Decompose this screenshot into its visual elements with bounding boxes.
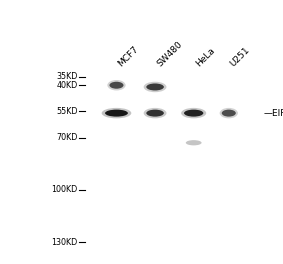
Text: 130KD: 130KD xyxy=(52,238,78,247)
Ellipse shape xyxy=(181,108,206,118)
Ellipse shape xyxy=(146,83,164,91)
Ellipse shape xyxy=(107,80,126,91)
Ellipse shape xyxy=(220,108,238,118)
Ellipse shape xyxy=(186,140,201,145)
Ellipse shape xyxy=(144,108,166,118)
Text: —EIF5: —EIF5 xyxy=(263,109,283,118)
Text: SW480: SW480 xyxy=(155,40,184,69)
Ellipse shape xyxy=(144,82,166,92)
Ellipse shape xyxy=(184,110,203,117)
Ellipse shape xyxy=(146,110,164,117)
Ellipse shape xyxy=(110,82,123,89)
Text: HeLa: HeLa xyxy=(194,46,216,69)
Text: 100KD: 100KD xyxy=(52,185,78,194)
Text: 40KD: 40KD xyxy=(57,81,78,90)
Text: U251: U251 xyxy=(229,46,252,69)
Text: 55KD: 55KD xyxy=(56,107,78,116)
Text: MCF7: MCF7 xyxy=(117,45,140,69)
Ellipse shape xyxy=(105,110,128,117)
Text: 70KD: 70KD xyxy=(56,133,78,142)
Text: 35KD: 35KD xyxy=(56,72,78,81)
Ellipse shape xyxy=(102,108,131,118)
Ellipse shape xyxy=(222,110,236,117)
